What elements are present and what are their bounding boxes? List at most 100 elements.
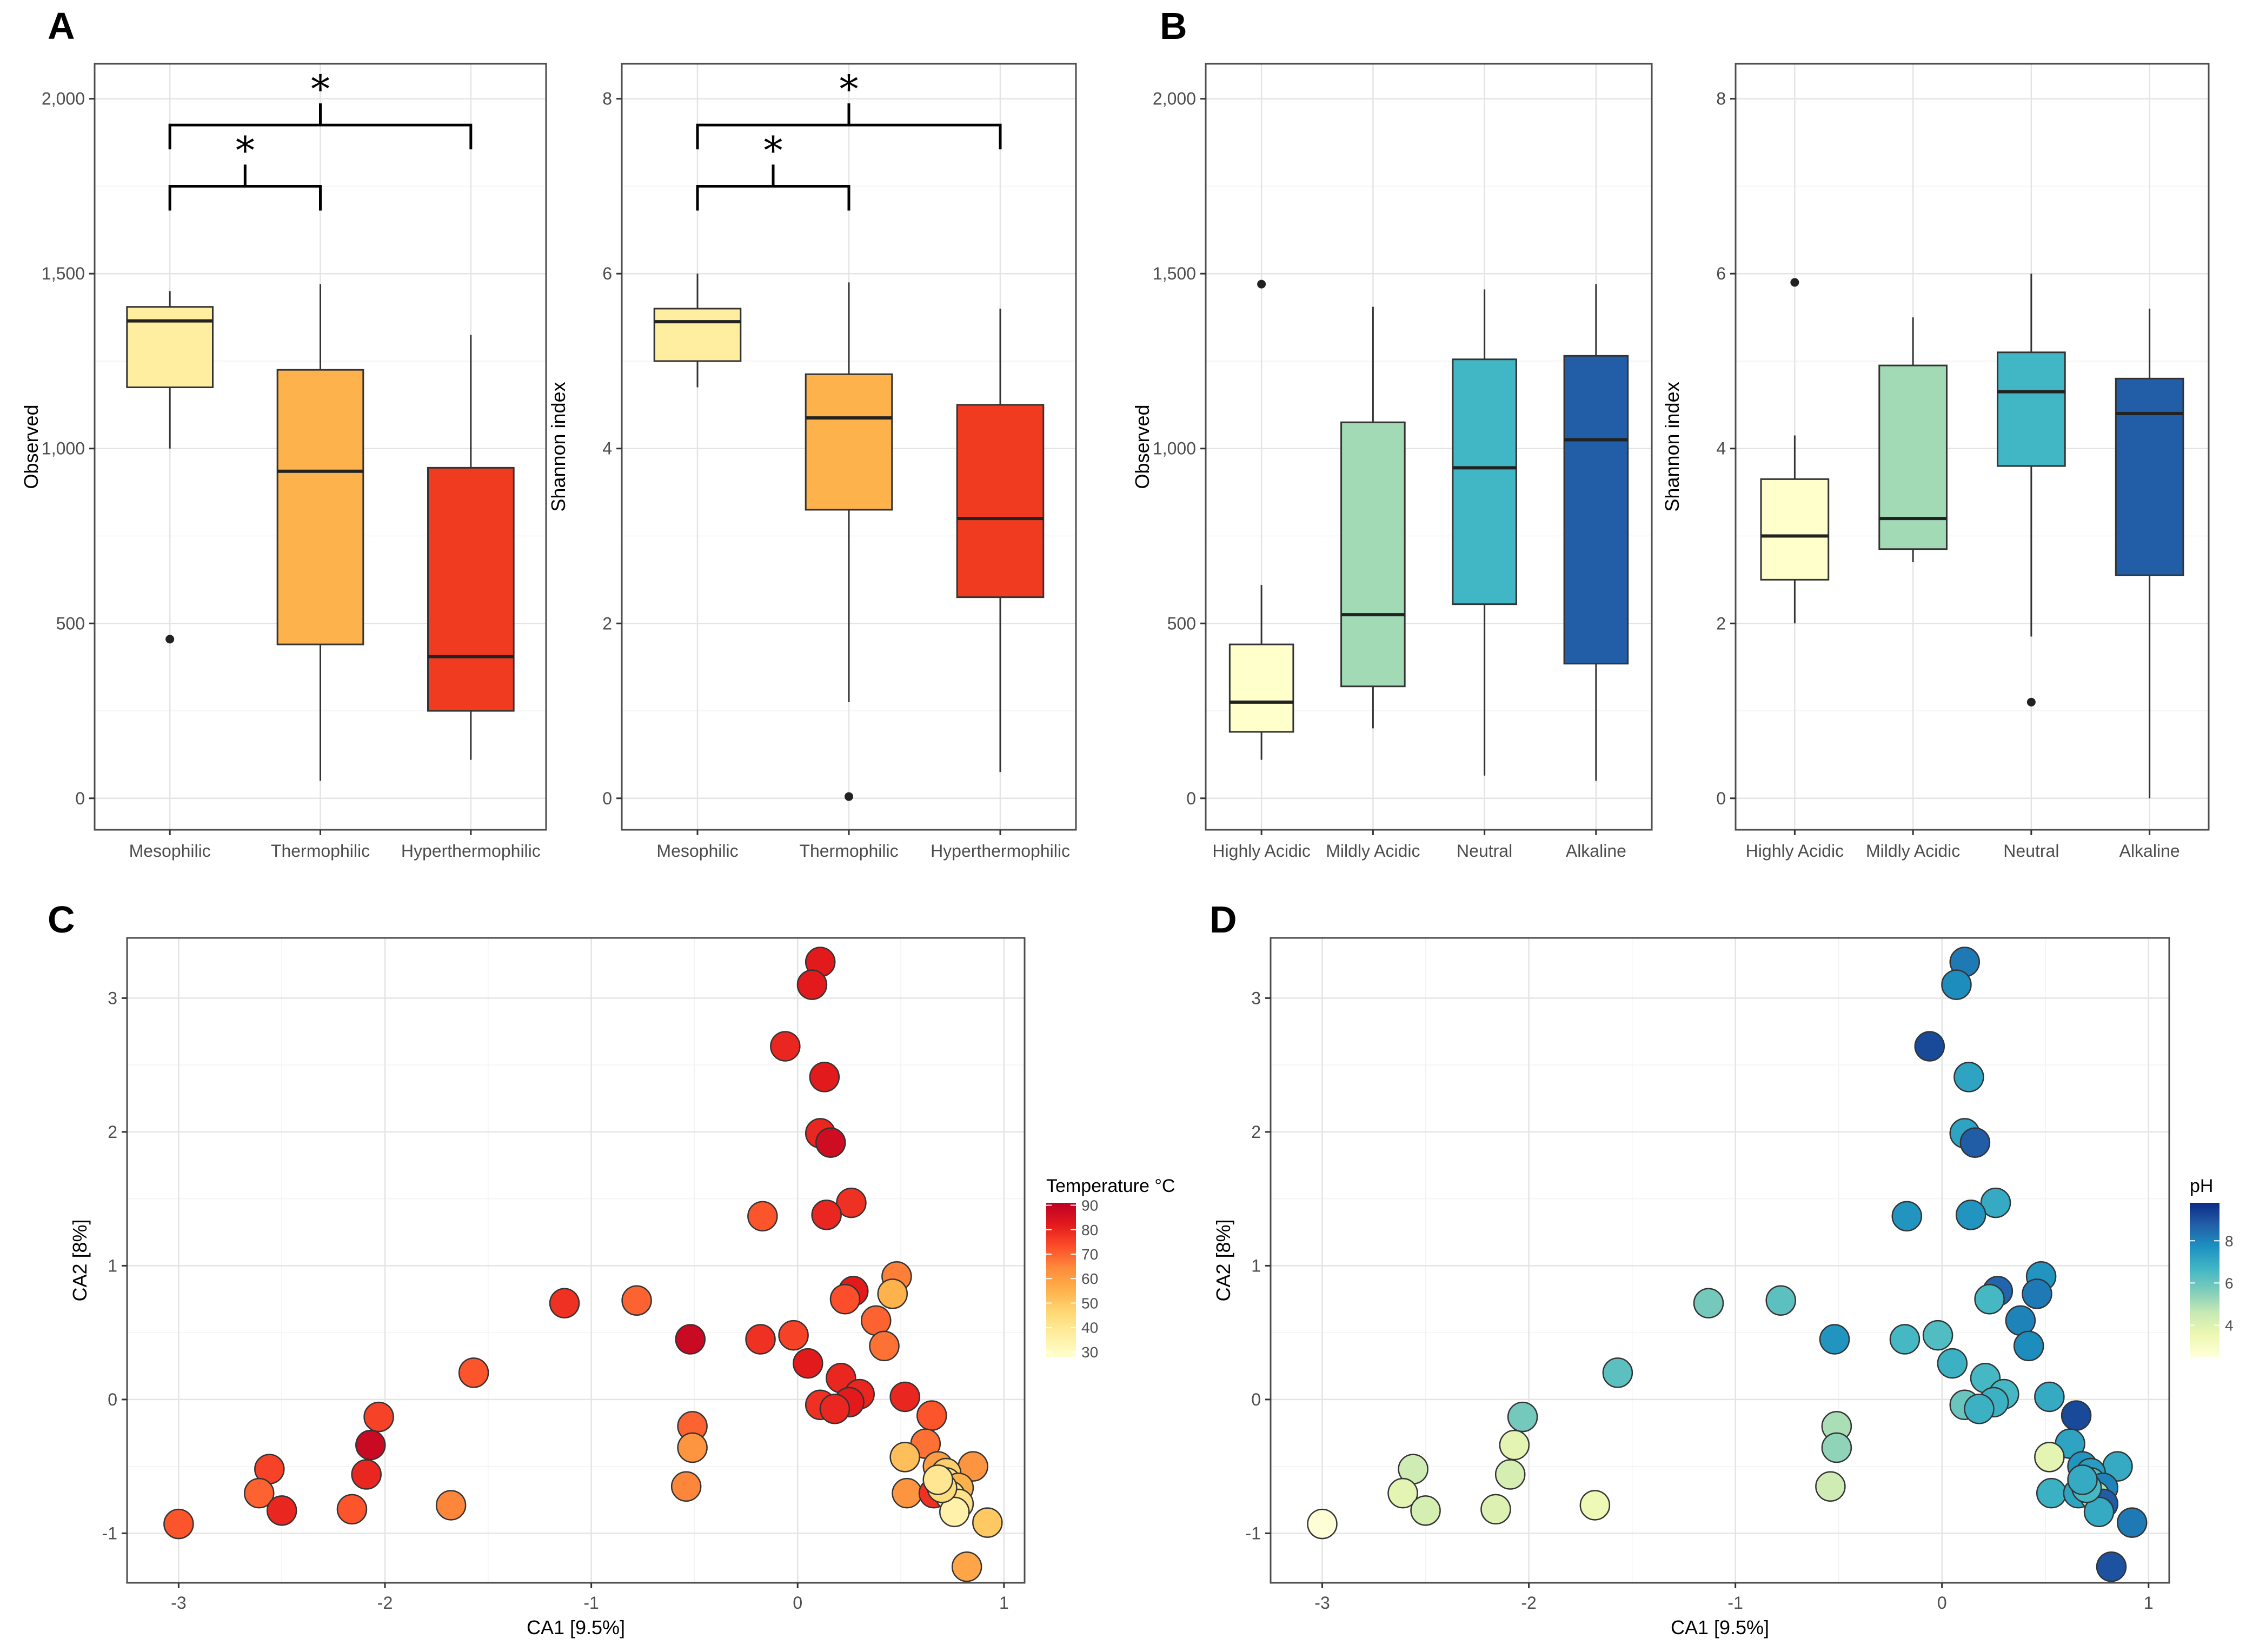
y-tick-label: 4: [1716, 439, 1726, 458]
scatter-point: [747, 1201, 778, 1232]
x-tick-label: -1: [1727, 1593, 1743, 1613]
x-axis-title: CA1 [9.5%]: [1671, 1616, 1769, 1638]
significance-star: *: [764, 128, 783, 172]
scatter-point: [778, 1320, 809, 1351]
significance-star: *: [840, 67, 859, 111]
box-mesophilic: [653, 308, 742, 362]
x-tick-label: Mesophilic: [656, 841, 738, 861]
y-tick-label: 3: [1251, 988, 1261, 1008]
y-axis-title: Observed: [1131, 404, 1153, 489]
scatter-point: [2067, 1464, 2098, 1495]
y-tick-label: 6: [1716, 264, 1726, 283]
legend-tick-label: 4: [2225, 1317, 2234, 1334]
scatter-point: [1410, 1495, 1441, 1526]
x-tick-label: Alkaline: [2119, 841, 2180, 861]
significance-bracket: [168, 184, 322, 211]
y-tick-label: 3: [108, 988, 117, 1008]
y-tick-label: 0: [602, 789, 612, 808]
scatter-point: [2116, 1507, 2148, 1538]
scatter-point: [972, 1507, 1003, 1538]
color-legend: pH 4 6 8: [2190, 1176, 2234, 1357]
scatter-point: [670, 1471, 702, 1502]
box-hyperthermophilic: [427, 467, 515, 712]
scatter-point: [2061, 1400, 2092, 1431]
scatter-point: [1980, 1187, 2011, 1218]
scatter-point: [1602, 1357, 1633, 1388]
x-tick-label: Mesophilic: [129, 841, 211, 861]
scatter-point: [819, 1393, 850, 1424]
y-tick-label: 2,000: [42, 89, 85, 109]
scatter-point: [677, 1432, 708, 1463]
y-tick-label: 500: [1167, 614, 1196, 633]
legend-colorbar: [1046, 1203, 1076, 1357]
scatter-point: [2005, 1305, 2036, 1336]
y-tick-label: 0: [1186, 789, 1196, 808]
box-highly-acidic: [1228, 643, 1294, 733]
scatter-point: [1494, 1459, 1526, 1490]
y-axis-title: CA2 [8%]: [1212, 1219, 1234, 1301]
legend-tick-label: 80: [1081, 1222, 1098, 1238]
scatter-point: [2022, 1278, 2052, 1309]
x-tick-label: Highly Acidic: [1746, 841, 1844, 861]
legend-title: pH: [2190, 1176, 2213, 1196]
box-outlier-point: [1790, 278, 1799, 287]
y-tick-label: 1,000: [42, 439, 85, 458]
plot-frame: [1270, 937, 2170, 1584]
y-tick-label: 1: [1251, 1256, 1261, 1275]
box-outlier-point: [2026, 697, 2036, 707]
box-mesophilic: [126, 306, 214, 389]
box-thermophilic: [805, 373, 893, 511]
x-tick-label: -3: [1314, 1593, 1330, 1613]
scatter-point: [675, 1324, 706, 1355]
x-tick-label: Neutral: [1457, 841, 1512, 861]
panel-label-b: B: [1160, 5, 1187, 47]
scatter-point: [889, 1381, 920, 1413]
scatter-point: [796, 969, 828, 1000]
scatter-point: [809, 1062, 840, 1093]
scatter-point: [2034, 1442, 2065, 1473]
panel-label-c: C: [48, 898, 75, 941]
scatter-point: [1307, 1508, 1338, 1540]
legend-tick-label: 8: [2225, 1233, 2234, 1249]
scatter-point: [889, 1442, 920, 1473]
x-tick-label: Mildly Acidic: [1326, 841, 1420, 861]
y-tick-label: 2: [108, 1122, 117, 1142]
plot-frame: [126, 937, 1026, 1584]
x-tick-label: Alkaline: [1566, 841, 1626, 861]
scatter-point: [770, 1031, 801, 1062]
significance-bracket: [696, 184, 850, 211]
y-tick-label: 0: [1251, 1390, 1261, 1409]
scatter-point: [1507, 1401, 1538, 1433]
x-tick-label: 0: [793, 1593, 802, 1613]
x-tick-label: Thermophilic: [799, 841, 898, 861]
box-alkaline: [2115, 377, 2184, 576]
x-tick-label: -2: [377, 1593, 393, 1613]
scatter-point: [435, 1490, 467, 1521]
y-tick-label: 1,000: [1153, 439, 1196, 458]
x-tick-label: -3: [171, 1593, 186, 1613]
scatter-point: [745, 1324, 776, 1355]
y-tick-label: 8: [602, 89, 612, 109]
x-tick-label: Hyperthermophilic: [931, 841, 1070, 861]
scatter-point: [163, 1508, 194, 1540]
scatter-point: [351, 1459, 382, 1490]
scatter-point: [1941, 969, 1972, 1000]
y-axis-title: Shannon index: [1661, 382, 1683, 511]
scatter-point: [916, 1400, 947, 1431]
scatter-point: [811, 1200, 842, 1230]
scatter-point: [2036, 1477, 2067, 1509]
panel-label-a: A: [48, 5, 75, 47]
legend-colorbar: [2190, 1203, 2220, 1357]
y-tick-label: 4: [602, 439, 612, 458]
legend-tick-label: 70: [1081, 1246, 1098, 1263]
scatter-point: [621, 1285, 652, 1316]
scatter-point: [1499, 1429, 1530, 1461]
scatter-point: [1922, 1320, 1953, 1351]
scatter-point: [1819, 1324, 1850, 1355]
legend-tick-label: 50: [1081, 1295, 1098, 1311]
color-legend: Temperature °C 30 40 50 60 70 80 90: [1046, 1176, 1175, 1361]
scatter-point: [1964, 1393, 1995, 1424]
box-neutral: [1997, 351, 2066, 467]
legend-tick-label: 6: [2225, 1275, 2234, 1291]
